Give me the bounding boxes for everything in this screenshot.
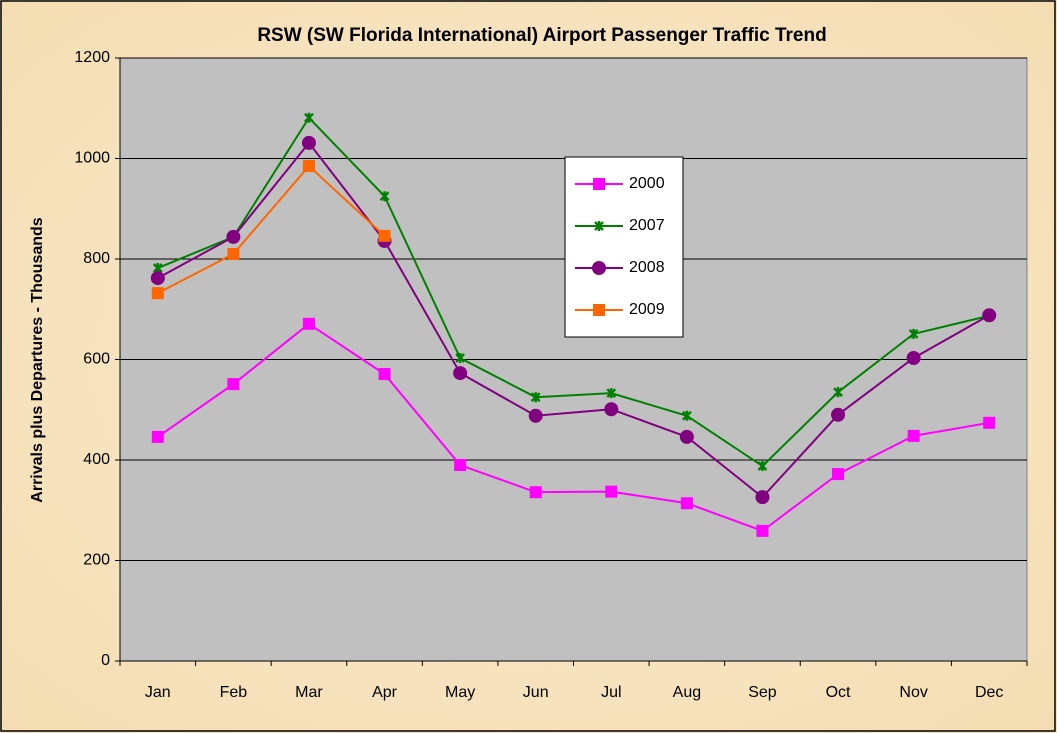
marker: [227, 247, 240, 260]
marker: [606, 388, 617, 399]
legend-label: 2008: [629, 259, 665, 276]
chart-title: RSW (SW Florida International) Airport P…: [257, 25, 826, 46]
legend-label: 2000: [629, 175, 665, 192]
legend-label: 2007: [629, 217, 665, 234]
y-tick-label: 800: [83, 250, 110, 267]
marker: [680, 497, 693, 510]
marker: [605, 485, 618, 498]
marker: [593, 178, 605, 190]
x-tick-label: Mar: [295, 684, 323, 701]
x-tick-label: Sep: [748, 684, 777, 701]
x-tick-label: Apr: [372, 684, 398, 701]
y-tick-label: 600: [83, 351, 110, 368]
marker: [681, 410, 692, 421]
x-tick-label: Feb: [220, 684, 248, 701]
marker: [151, 430, 164, 443]
legend-label: 2009: [629, 301, 665, 318]
marker: [151, 287, 164, 300]
x-tick-label: Oct: [826, 684, 851, 701]
marker: [528, 408, 543, 423]
y-tick-label: 1000: [74, 150, 110, 167]
y-tick-label: 0: [101, 652, 110, 669]
marker: [907, 429, 920, 442]
y-axis-label: Arrivals plus Departures - Thousands: [29, 217, 46, 503]
marker: [150, 271, 165, 286]
x-tick-label: Jun: [523, 684, 549, 701]
marker: [592, 261, 606, 275]
marker: [756, 524, 769, 537]
y-tick-label: 400: [83, 451, 110, 468]
y-tick-label: 1200: [74, 49, 110, 66]
marker: [226, 229, 241, 244]
marker: [378, 368, 391, 381]
x-tick-label: May: [445, 684, 475, 701]
marker: [455, 352, 466, 363]
x-tick-label: Dec: [975, 684, 1003, 701]
x-tick-label: Aug: [673, 684, 701, 701]
x-tick-label: Nov: [899, 684, 927, 701]
x-tick-label: Jul: [601, 684, 621, 701]
marker: [832, 468, 845, 481]
marker: [302, 317, 315, 330]
marker: [530, 392, 541, 403]
marker: [302, 160, 315, 173]
marker: [378, 229, 391, 242]
marker: [906, 350, 921, 365]
marker: [757, 461, 768, 472]
marker: [301, 135, 316, 150]
marker: [379, 191, 390, 202]
marker: [454, 459, 467, 472]
marker: [594, 221, 604, 231]
y-tick-label: 200: [83, 552, 110, 569]
series-line: [157, 141, 990, 499]
x-tick-label: Jan: [145, 684, 171, 701]
marker: [453, 366, 468, 381]
marker: [227, 378, 240, 391]
series-line: [157, 164, 386, 295]
series-line: [157, 116, 990, 468]
marker: [982, 308, 997, 323]
marker: [833, 387, 843, 398]
marker: [604, 402, 619, 417]
marker: [679, 429, 694, 444]
marker: [529, 486, 542, 499]
marker: [908, 328, 919, 339]
legend: [564, 156, 684, 338]
marker: [755, 490, 770, 505]
marker: [304, 112, 314, 123]
marker: [593, 304, 605, 316]
marker: [831, 407, 846, 422]
series-line: [157, 322, 990, 532]
marker: [983, 416, 996, 429]
